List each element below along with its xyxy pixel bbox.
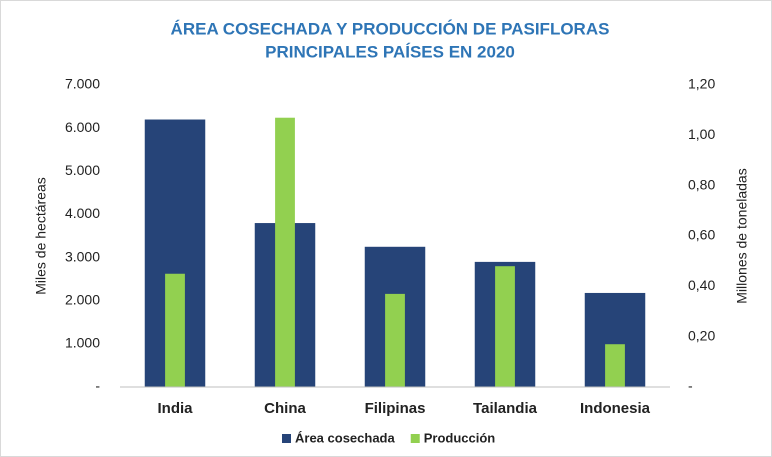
y-tick-label: 3.000 xyxy=(65,248,100,264)
legend-swatch xyxy=(410,434,420,443)
chart-title: PRINCIPALES PAÍSES EN 2020 xyxy=(265,42,515,61)
y-tick-label: 5.000 xyxy=(65,162,100,178)
y2-tick-label: 0,60 xyxy=(688,227,715,243)
x-tick-label: India xyxy=(157,400,193,417)
y2-tick-label: - xyxy=(688,378,693,394)
bar xyxy=(495,266,515,387)
x-tick-label: Indonesia xyxy=(580,400,651,417)
y-tick-label: - xyxy=(95,378,100,394)
legend-label: Producción xyxy=(424,430,496,445)
y2-tick-label: 1,00 xyxy=(688,126,715,142)
y2-tick-label: 0,40 xyxy=(688,277,715,293)
x-tick-label: Filipinas xyxy=(365,400,426,417)
y2-tick-label: 0,80 xyxy=(688,176,715,192)
legend-swatch xyxy=(282,434,291,443)
y2-tick-label: 1,20 xyxy=(688,76,715,92)
chart-title: ÁREA COSECHADA Y PRODUCCIÓN DE PASIFLORA… xyxy=(171,19,610,38)
y-axis-label: Miles de hectáreas xyxy=(33,177,49,295)
bar xyxy=(275,117,295,387)
bar xyxy=(385,293,405,387)
y2-tick-label: 0,20 xyxy=(688,327,715,343)
legend-label: Área cosechada xyxy=(295,430,395,445)
y-tick-label: 2.000 xyxy=(65,291,100,307)
x-tick-label: Tailandia xyxy=(473,400,538,417)
x-tick-label: China xyxy=(264,400,306,417)
bar xyxy=(165,273,185,387)
y2-axis-label: Millones de toneladas xyxy=(734,168,750,303)
y-tick-label: 4.000 xyxy=(65,205,100,221)
y-tick-label: 6.000 xyxy=(65,119,100,135)
bar xyxy=(605,344,625,387)
y-tick-label: 1.000 xyxy=(65,335,100,351)
y-tick-label: 7.000 xyxy=(65,76,100,92)
